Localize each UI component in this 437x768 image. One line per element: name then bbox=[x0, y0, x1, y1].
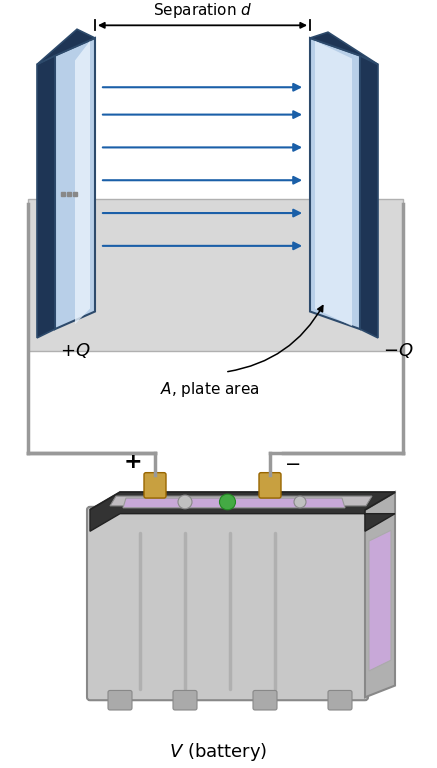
Polygon shape bbox=[310, 32, 378, 65]
Text: $-Q$: $-Q$ bbox=[383, 341, 413, 359]
Polygon shape bbox=[360, 55, 378, 338]
FancyBboxPatch shape bbox=[28, 199, 403, 350]
FancyBboxPatch shape bbox=[328, 690, 352, 710]
FancyBboxPatch shape bbox=[259, 472, 281, 498]
Polygon shape bbox=[37, 55, 55, 338]
Text: Separation $d$: Separation $d$ bbox=[153, 2, 252, 21]
Text: $A$, plate area: $A$, plate area bbox=[160, 380, 260, 399]
Polygon shape bbox=[55, 38, 95, 329]
Polygon shape bbox=[310, 38, 360, 329]
FancyBboxPatch shape bbox=[144, 472, 166, 498]
Text: $+Q$: $+Q$ bbox=[60, 341, 90, 359]
Circle shape bbox=[219, 494, 236, 510]
Circle shape bbox=[178, 495, 192, 508]
Circle shape bbox=[294, 496, 306, 508]
Text: +: + bbox=[124, 452, 142, 472]
Polygon shape bbox=[365, 492, 395, 697]
FancyBboxPatch shape bbox=[87, 507, 368, 700]
Polygon shape bbox=[90, 492, 395, 510]
Polygon shape bbox=[369, 530, 391, 671]
FancyBboxPatch shape bbox=[253, 690, 277, 710]
Text: $V$ (battery): $V$ (battery) bbox=[169, 741, 267, 763]
Polygon shape bbox=[75, 41, 90, 324]
Polygon shape bbox=[37, 29, 95, 65]
Polygon shape bbox=[315, 41, 352, 326]
FancyBboxPatch shape bbox=[173, 690, 197, 710]
Polygon shape bbox=[110, 496, 372, 506]
Polygon shape bbox=[90, 492, 395, 531]
Text: $-$: $-$ bbox=[284, 452, 300, 472]
FancyBboxPatch shape bbox=[108, 690, 132, 710]
Polygon shape bbox=[123, 498, 345, 508]
